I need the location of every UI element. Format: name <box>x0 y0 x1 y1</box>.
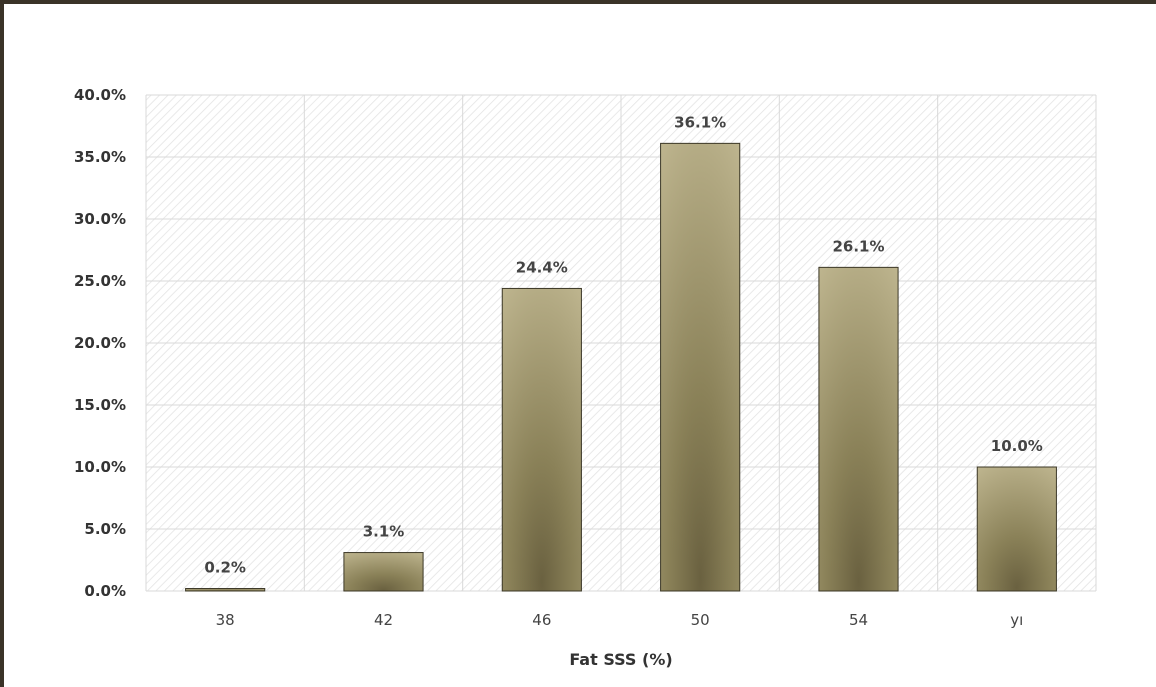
x-axis-title: Fat SSS (%) <box>569 650 672 669</box>
bar-chart: 0.2% 3.1% 24.4% 36.1% 26.1% 10.0% 0.0% 5.0% 10.… <box>74 86 1097 669</box>
bar-54 <box>818 266 899 592</box>
y-axis-ticks: 0.0% 5.0% 10.0% 15.0% 20.0% 25.0% 30.0% 35.0% 40… <box>74 86 126 600</box>
bar-46 <box>501 287 582 592</box>
x-tick-label: 54 <box>849 611 868 629</box>
y-tick-label: 40.0% <box>74 86 126 104</box>
x-tick-label: yı <box>1010 611 1023 629</box>
data-label: 0.2% <box>204 559 246 577</box>
y-tick-label: 15.0% <box>74 396 126 414</box>
gridlines <box>145 94 1097 592</box>
data-label: 24.4% <box>516 258 568 276</box>
data-label: 10.0% <box>991 437 1043 455</box>
data-label: 3.1% <box>363 523 405 541</box>
bar-42 <box>343 552 424 592</box>
y-tick-label: 30.0% <box>74 210 126 228</box>
data-label: 26.1% <box>832 237 884 255</box>
bar-38 <box>185 588 266 592</box>
y-tick-label: 20.0% <box>74 334 126 352</box>
bar-yı <box>976 466 1057 592</box>
y-tick-label: 25.0% <box>74 272 126 290</box>
y-tick-label: 0.0% <box>84 582 126 600</box>
bar-50 <box>660 142 741 592</box>
y-tick-label: 5.0% <box>84 520 126 538</box>
x-tick-label: 50 <box>691 611 710 629</box>
data-labels: 0.2% 3.1% 24.4% 36.1% 26.1% 10.0% <box>204 113 1042 576</box>
y-tick-label: 35.0% <box>74 148 126 166</box>
x-axis-ticks: 38 42 46 50 54 yı <box>216 611 1024 629</box>
x-tick-label: 46 <box>532 611 551 629</box>
y-tick-label: 10.0% <box>74 458 126 476</box>
x-tick-label: 42 <box>374 611 393 629</box>
x-tick-label: 38 <box>216 611 235 629</box>
data-label: 36.1% <box>674 113 726 131</box>
bars <box>185 142 1057 592</box>
